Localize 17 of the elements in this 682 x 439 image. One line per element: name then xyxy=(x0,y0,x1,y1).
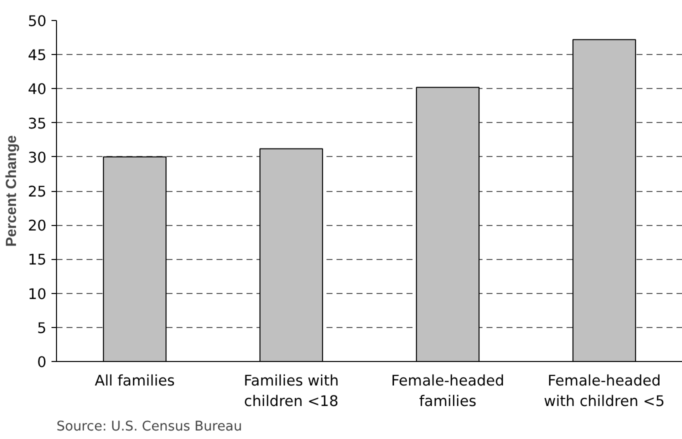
y-tick-label: 15 xyxy=(28,252,47,269)
y-tick-label: 20 xyxy=(28,218,47,235)
y-tick-label: 0 xyxy=(37,354,47,371)
x-tick-label: All families xyxy=(94,372,175,390)
y-tick-label: 35 xyxy=(28,115,47,132)
x-tick-label: Female-headed with children <5 xyxy=(544,372,665,410)
x-tick-label: Female-headed families xyxy=(391,372,504,410)
y-tick-label: 25 xyxy=(28,184,47,200)
y-tick-label: 30 xyxy=(28,149,47,166)
y-axis-title: Percent Change xyxy=(4,135,20,247)
y-tick-label: 40 xyxy=(28,81,47,98)
y-tick-label: 45 xyxy=(28,47,47,64)
x-tick-label: Families with children <18 xyxy=(244,372,339,410)
y-tick-label: 5 xyxy=(37,320,47,337)
source-note: Source: U.S. Census Bureau xyxy=(56,420,242,434)
y-tick-label: 50 xyxy=(28,13,47,30)
y-tick-label: 10 xyxy=(28,286,47,303)
